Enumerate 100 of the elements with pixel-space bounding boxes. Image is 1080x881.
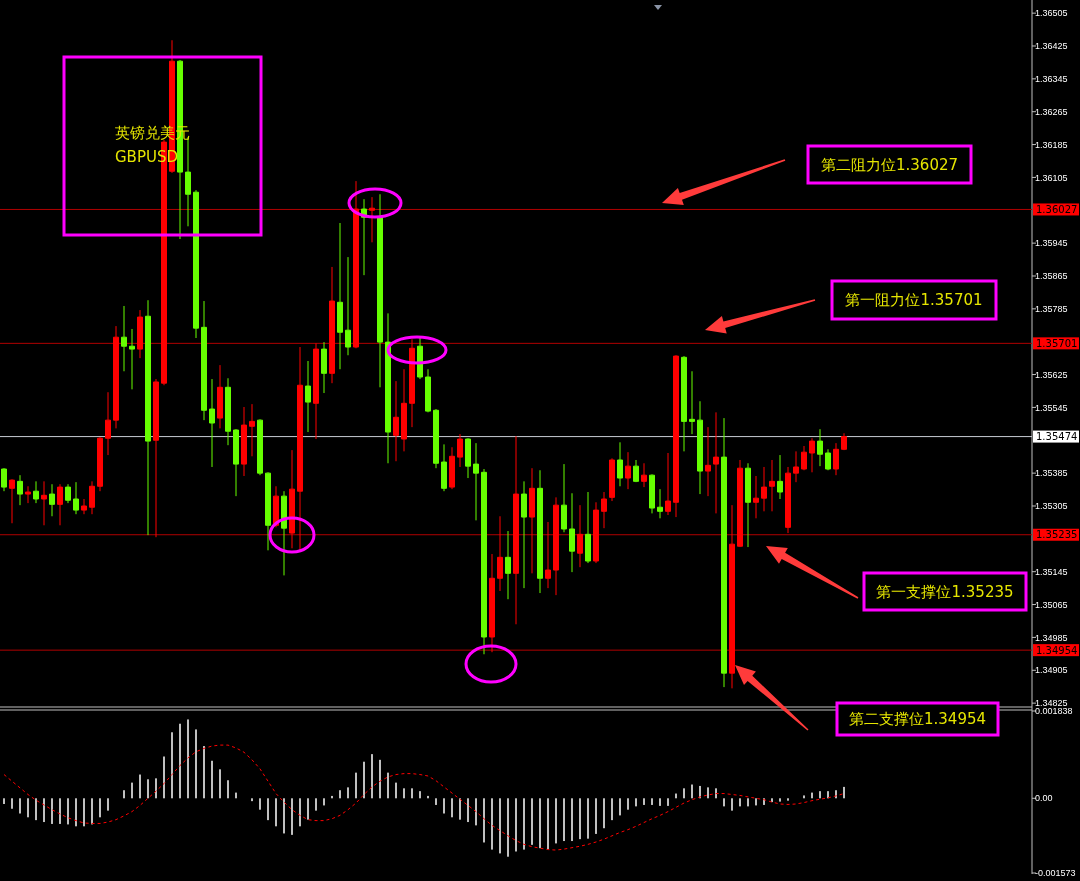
candlestick [129,328,135,390]
candlestick [257,418,263,476]
bar [171,732,173,799]
bar [275,798,277,827]
candlestick [529,467,535,574]
bar [363,761,365,799]
bar [523,798,525,850]
candlestick [673,354,679,518]
bar [395,782,397,799]
bar [739,798,741,807]
bar [259,798,261,810]
bar [211,760,213,799]
candlestick [785,466,791,534]
annotation: 第二阻力位1.36027 [820,155,959,174]
candlestick [665,452,671,516]
candlestick [777,454,783,500]
bar [195,729,197,799]
candlestick [1,467,7,492]
bar [707,787,709,799]
bar [515,798,517,852]
candlestick [17,474,23,506]
bar [339,790,341,799]
y-tick-label: 1.36345 [1035,74,1068,85]
bar [459,798,461,820]
bar [323,798,325,806]
bar [483,798,485,843]
candlestick [249,403,255,457]
candlestick [545,521,551,589]
bar [75,798,77,827]
y-tick-label: 1.35145 [1035,566,1068,577]
candlestick [833,442,839,476]
candlestick [641,462,647,488]
candlestick [265,471,271,551]
candlestick [841,432,847,451]
candlestick [481,468,487,655]
candlestick [817,428,823,467]
candlestick [369,196,375,243]
bar [179,723,181,799]
y-tick-label: 1.36265 [1035,106,1068,117]
candlestick [273,485,279,528]
candlestick [401,368,407,452]
candlestick [305,360,311,433]
candlestick [233,428,239,497]
candlestick [737,459,743,548]
y-tick-label: 1.34905 [1035,665,1068,676]
candlestick [217,364,223,429]
annotation: 第一支撑位1.35235 [876,582,1014,601]
bar [307,798,309,820]
bar [219,769,221,799]
bar [475,798,477,826]
bar [267,798,269,821]
candlestick [825,448,831,471]
bar [747,798,749,807]
bar [843,786,845,799]
bar [779,798,781,802]
y-tick-label: 1.36425 [1035,41,1068,52]
candlestick [409,338,415,428]
candlestick [745,462,751,548]
bar [443,798,445,814]
bar [491,798,493,850]
candlestick [113,325,119,429]
y-tick-label: 0.00 [1035,793,1053,804]
bar [315,798,317,811]
candlestick [689,370,695,435]
ref-line-label: 1.36027 [1036,203,1078,215]
bar [611,798,613,821]
candlestick [49,483,55,517]
y-tick-label: 1.36105 [1035,172,1068,183]
candlestick [681,355,687,452]
candlestick [345,256,351,356]
candlestick [577,504,583,568]
bar [755,798,757,806]
bar [19,798,21,814]
bar [731,798,733,811]
y-tick-label: 1.35945 [1035,238,1068,249]
candlestick [793,450,799,483]
candlestick [489,553,495,653]
bar [123,790,125,799]
bar [419,791,421,799]
bar [59,798,61,824]
candlestick [97,436,103,492]
annotation: 第二支撑位1.34954 [848,710,987,729]
candlestick [41,480,47,526]
bar [51,798,53,824]
candlestick [329,266,335,384]
y-tick-label: -0.001573 [1035,868,1076,879]
candlestick [585,491,591,564]
candlestick [281,490,287,576]
annotation: 第一阻力位1.35701 [845,291,983,310]
ref-line-label: 1.34954 [1036,644,1078,656]
bar [451,798,453,818]
y-tick-label: 1.35865 [1035,271,1068,282]
bar [251,798,253,802]
line-series [3,744,845,851]
bar [355,772,357,799]
y-tick-label: 1.35305 [1035,501,1068,512]
candlestick [73,481,79,515]
candlestick [505,530,511,600]
candlestick [705,426,711,497]
bar [83,798,85,827]
